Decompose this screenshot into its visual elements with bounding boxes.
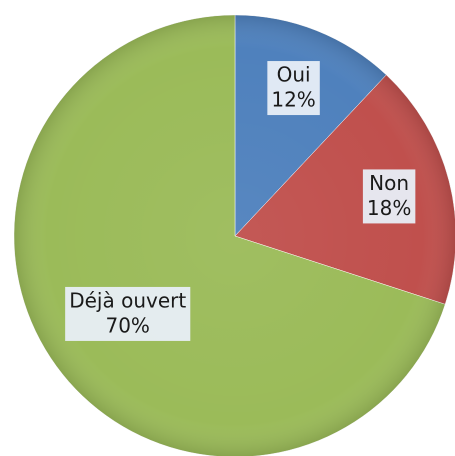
value-label: 18% — [367, 196, 411, 220]
data-label-box — [362, 169, 416, 224]
data-label-box — [267, 61, 320, 116]
category-label: Oui — [277, 63, 311, 87]
data-label-box — [65, 286, 191, 341]
category-label: Non — [369, 171, 409, 195]
category-label: Déjà ouvert — [69, 288, 186, 312]
value-label: 12% — [271, 88, 315, 112]
value-label: 70% — [105, 313, 149, 337]
